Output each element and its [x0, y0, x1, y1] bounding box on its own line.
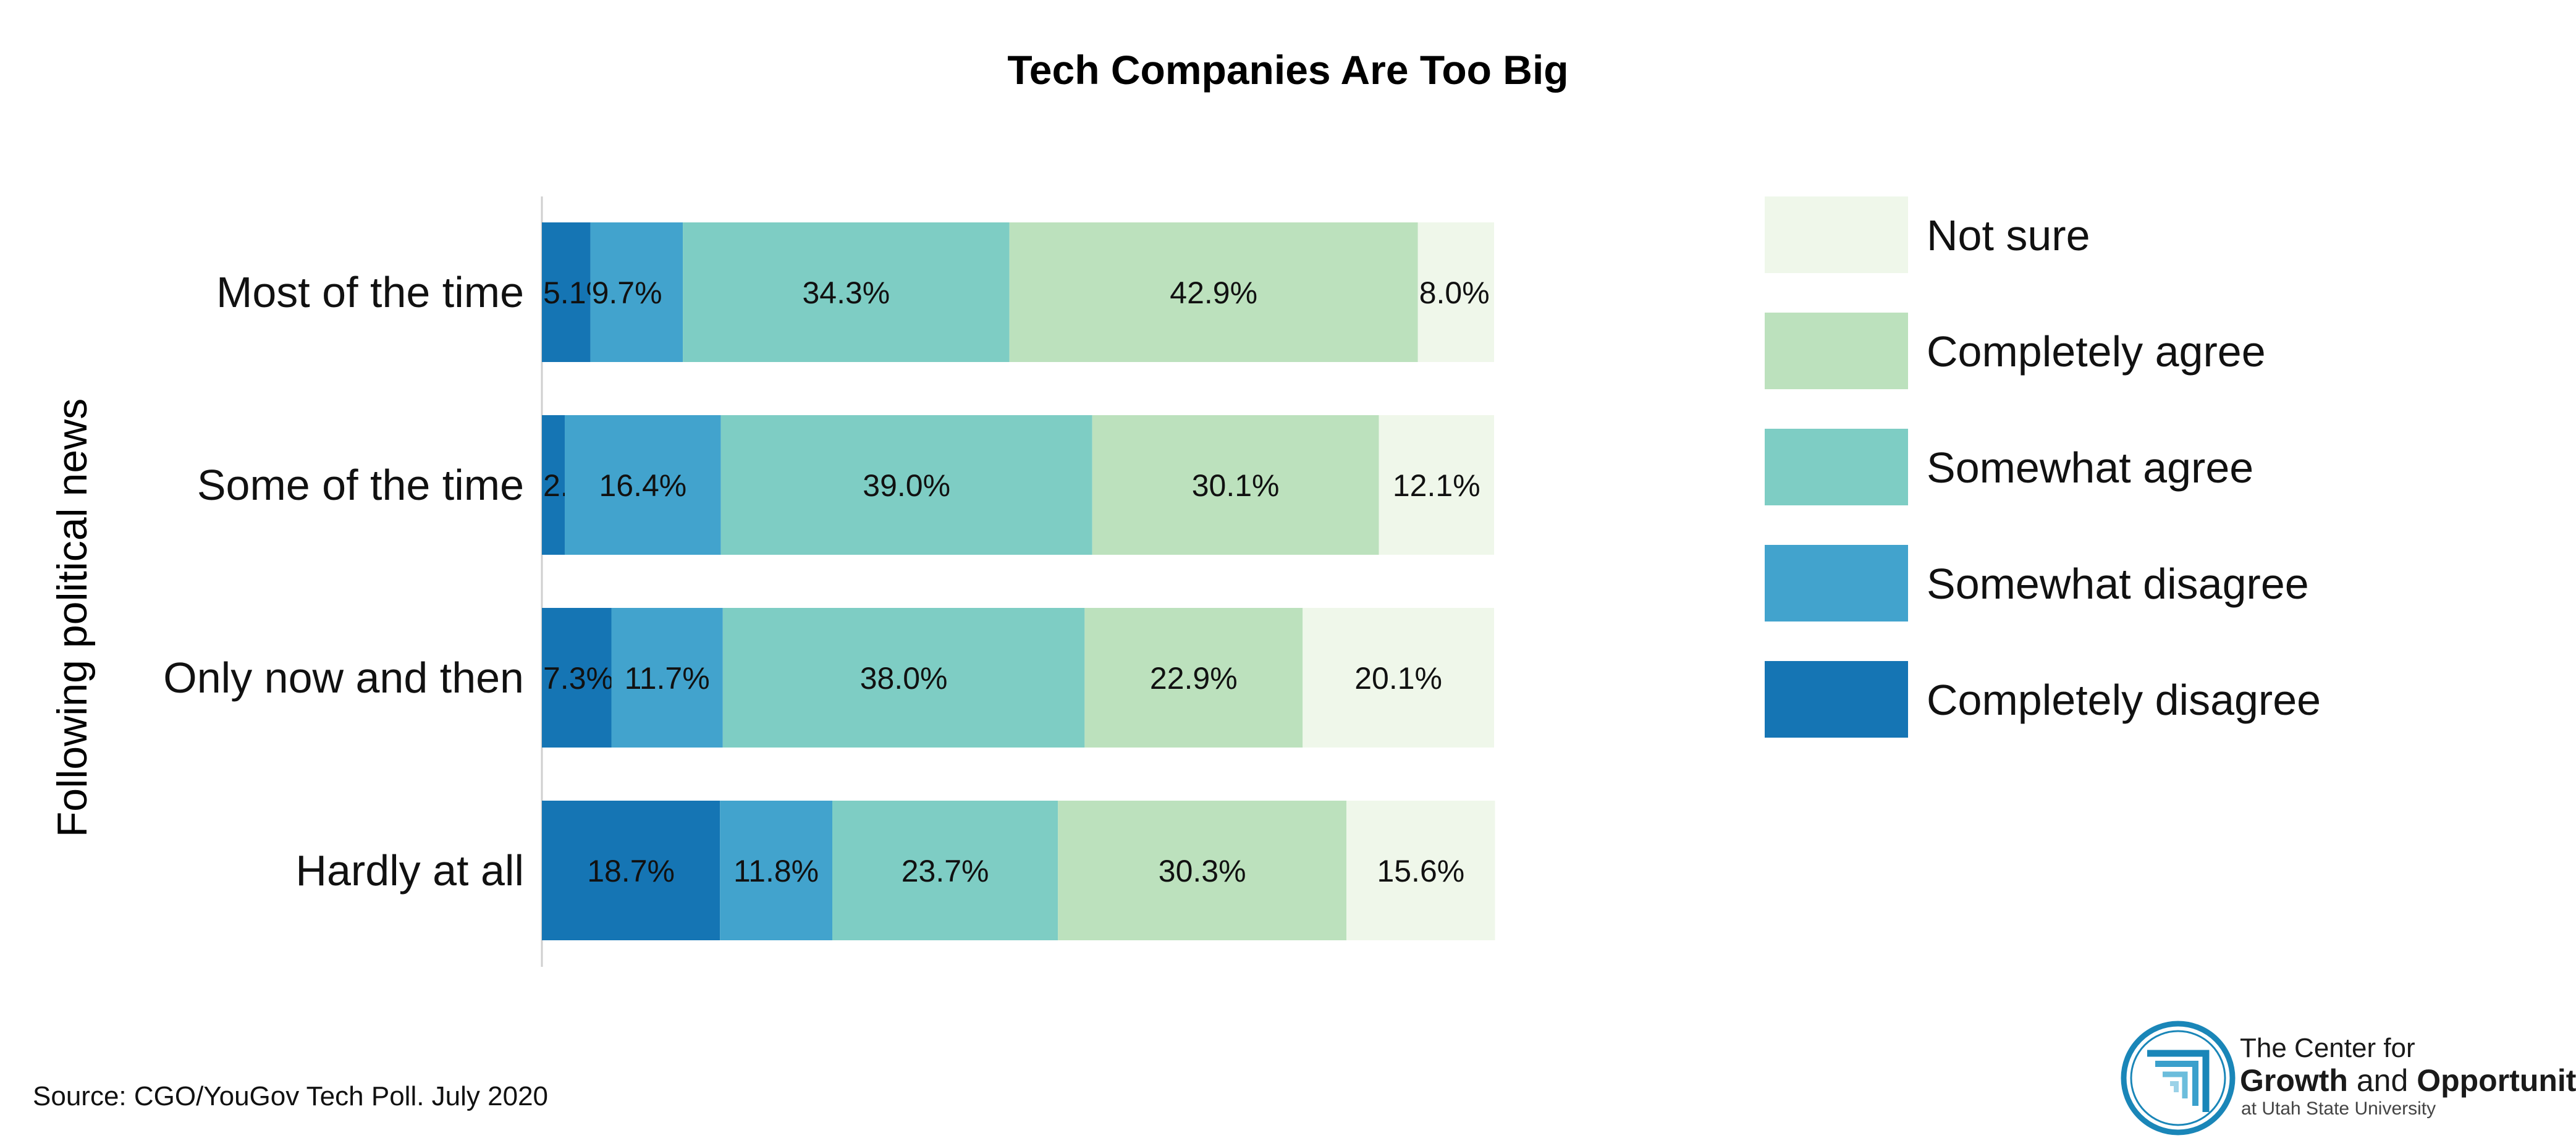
- bar-segment: [1092, 415, 1379, 555]
- legend-label: Completely agree: [1927, 327, 2266, 376]
- bars-group: 5.1%9.7%34.3%42.9%8.0%2.4%16.4%39.0%30.1…: [542, 222, 1495, 940]
- legend-swatch: [1765, 196, 1908, 273]
- bar-segment: [832, 801, 1058, 940]
- logo-text-growth: Growth: [2240, 1063, 2348, 1098]
- data-label: 9.7%: [592, 276, 662, 310]
- data-label: 34.3%: [802, 276, 890, 310]
- y-axis-label: Following political news: [49, 398, 96, 838]
- bar-segment: [1303, 608, 1494, 748]
- category-label: Most of the time: [216, 268, 524, 316]
- category-label: Hardly at all: [295, 846, 524, 895]
- logo-text-and: and: [2347, 1063, 2417, 1098]
- data-label: 15.6%: [1377, 854, 1464, 888]
- bar-segment: [1417, 222, 1494, 362]
- y-axis-label-group: Following political news: [49, 398, 96, 838]
- category-label: Only now and then: [163, 654, 524, 702]
- data-label: 22.9%: [1150, 661, 1238, 696]
- bar-segment: [542, 415, 565, 555]
- bar-segment: [564, 415, 721, 555]
- bar-segment: [611, 608, 723, 748]
- data-label: 8.0%: [1419, 276, 1490, 310]
- category-labels: Most of the time Some of the time Only now…: [163, 268, 524, 895]
- data-label: 11.8%: [733, 854, 819, 888]
- bar-segment: [1379, 415, 1494, 555]
- bar-segment: [1009, 222, 1418, 362]
- legend-label: Completely disagree: [1927, 676, 2321, 724]
- source-note: Source: CGO/YouGov Tech Poll. July 2020: [33, 1081, 549, 1111]
- bar-segment: [1084, 608, 1303, 748]
- data-label: 11.7%: [625, 661, 710, 696]
- legend-swatch: [1765, 545, 1908, 621]
- logo-text-line3: at Utah State University: [2241, 1098, 2436, 1119]
- bar-segment: [542, 608, 612, 748]
- data-label: 39.0%: [863, 468, 950, 503]
- legend-label: Not sure: [1927, 211, 2090, 259]
- category-label: Some of the time: [197, 461, 524, 509]
- bar-segment: [1058, 801, 1347, 940]
- legend-label: Somewhat disagree: [1927, 560, 2309, 608]
- chart-title: Tech Companies Are Too Big: [1007, 47, 1569, 93]
- bar-segment: [542, 801, 720, 940]
- bar-segment: [720, 801, 833, 940]
- data-label: 12.1%: [1393, 468, 1480, 503]
- data-label: 38.0%: [860, 661, 948, 696]
- legend: Not sure Completely agree Somewhat agree So…: [1765, 196, 2321, 738]
- data-label: 30.1%: [1192, 468, 1280, 503]
- legend-label: Somewhat agree: [1927, 444, 2253, 492]
- bar-segment: [590, 222, 683, 362]
- legend-swatch: [1765, 429, 1908, 505]
- legend-swatch: [1765, 313, 1908, 389]
- cgo-logo-mark: [2121, 1021, 2236, 1135]
- bar-segment: [722, 608, 1085, 748]
- bar-segment: [542, 222, 591, 362]
- logo-text-line1: The Center for: [2240, 1033, 2415, 1063]
- cgo-logo: The Center for Growth and Opportunity at…: [2119, 1019, 2576, 1137]
- data-label: 23.7%: [902, 854, 989, 888]
- logo-text-opportunity: Opportunity: [2417, 1063, 2576, 1098]
- data-label: 30.3%: [1159, 854, 1246, 888]
- bar-segment: [683, 222, 1010, 362]
- data-label: 42.9%: [1170, 276, 1257, 310]
- data-label: 16.4%: [599, 468, 686, 503]
- legend-swatch: [1765, 661, 1908, 738]
- bar-segment: [1346, 801, 1495, 940]
- data-label: 20.1%: [1354, 661, 1442, 696]
- bar-segment: [720, 415, 1092, 555]
- data-label: 18.7%: [587, 854, 675, 888]
- logo-text-line2: Growth and Opportunity: [2240, 1063, 2576, 1098]
- data-label: 7.3%: [543, 661, 614, 696]
